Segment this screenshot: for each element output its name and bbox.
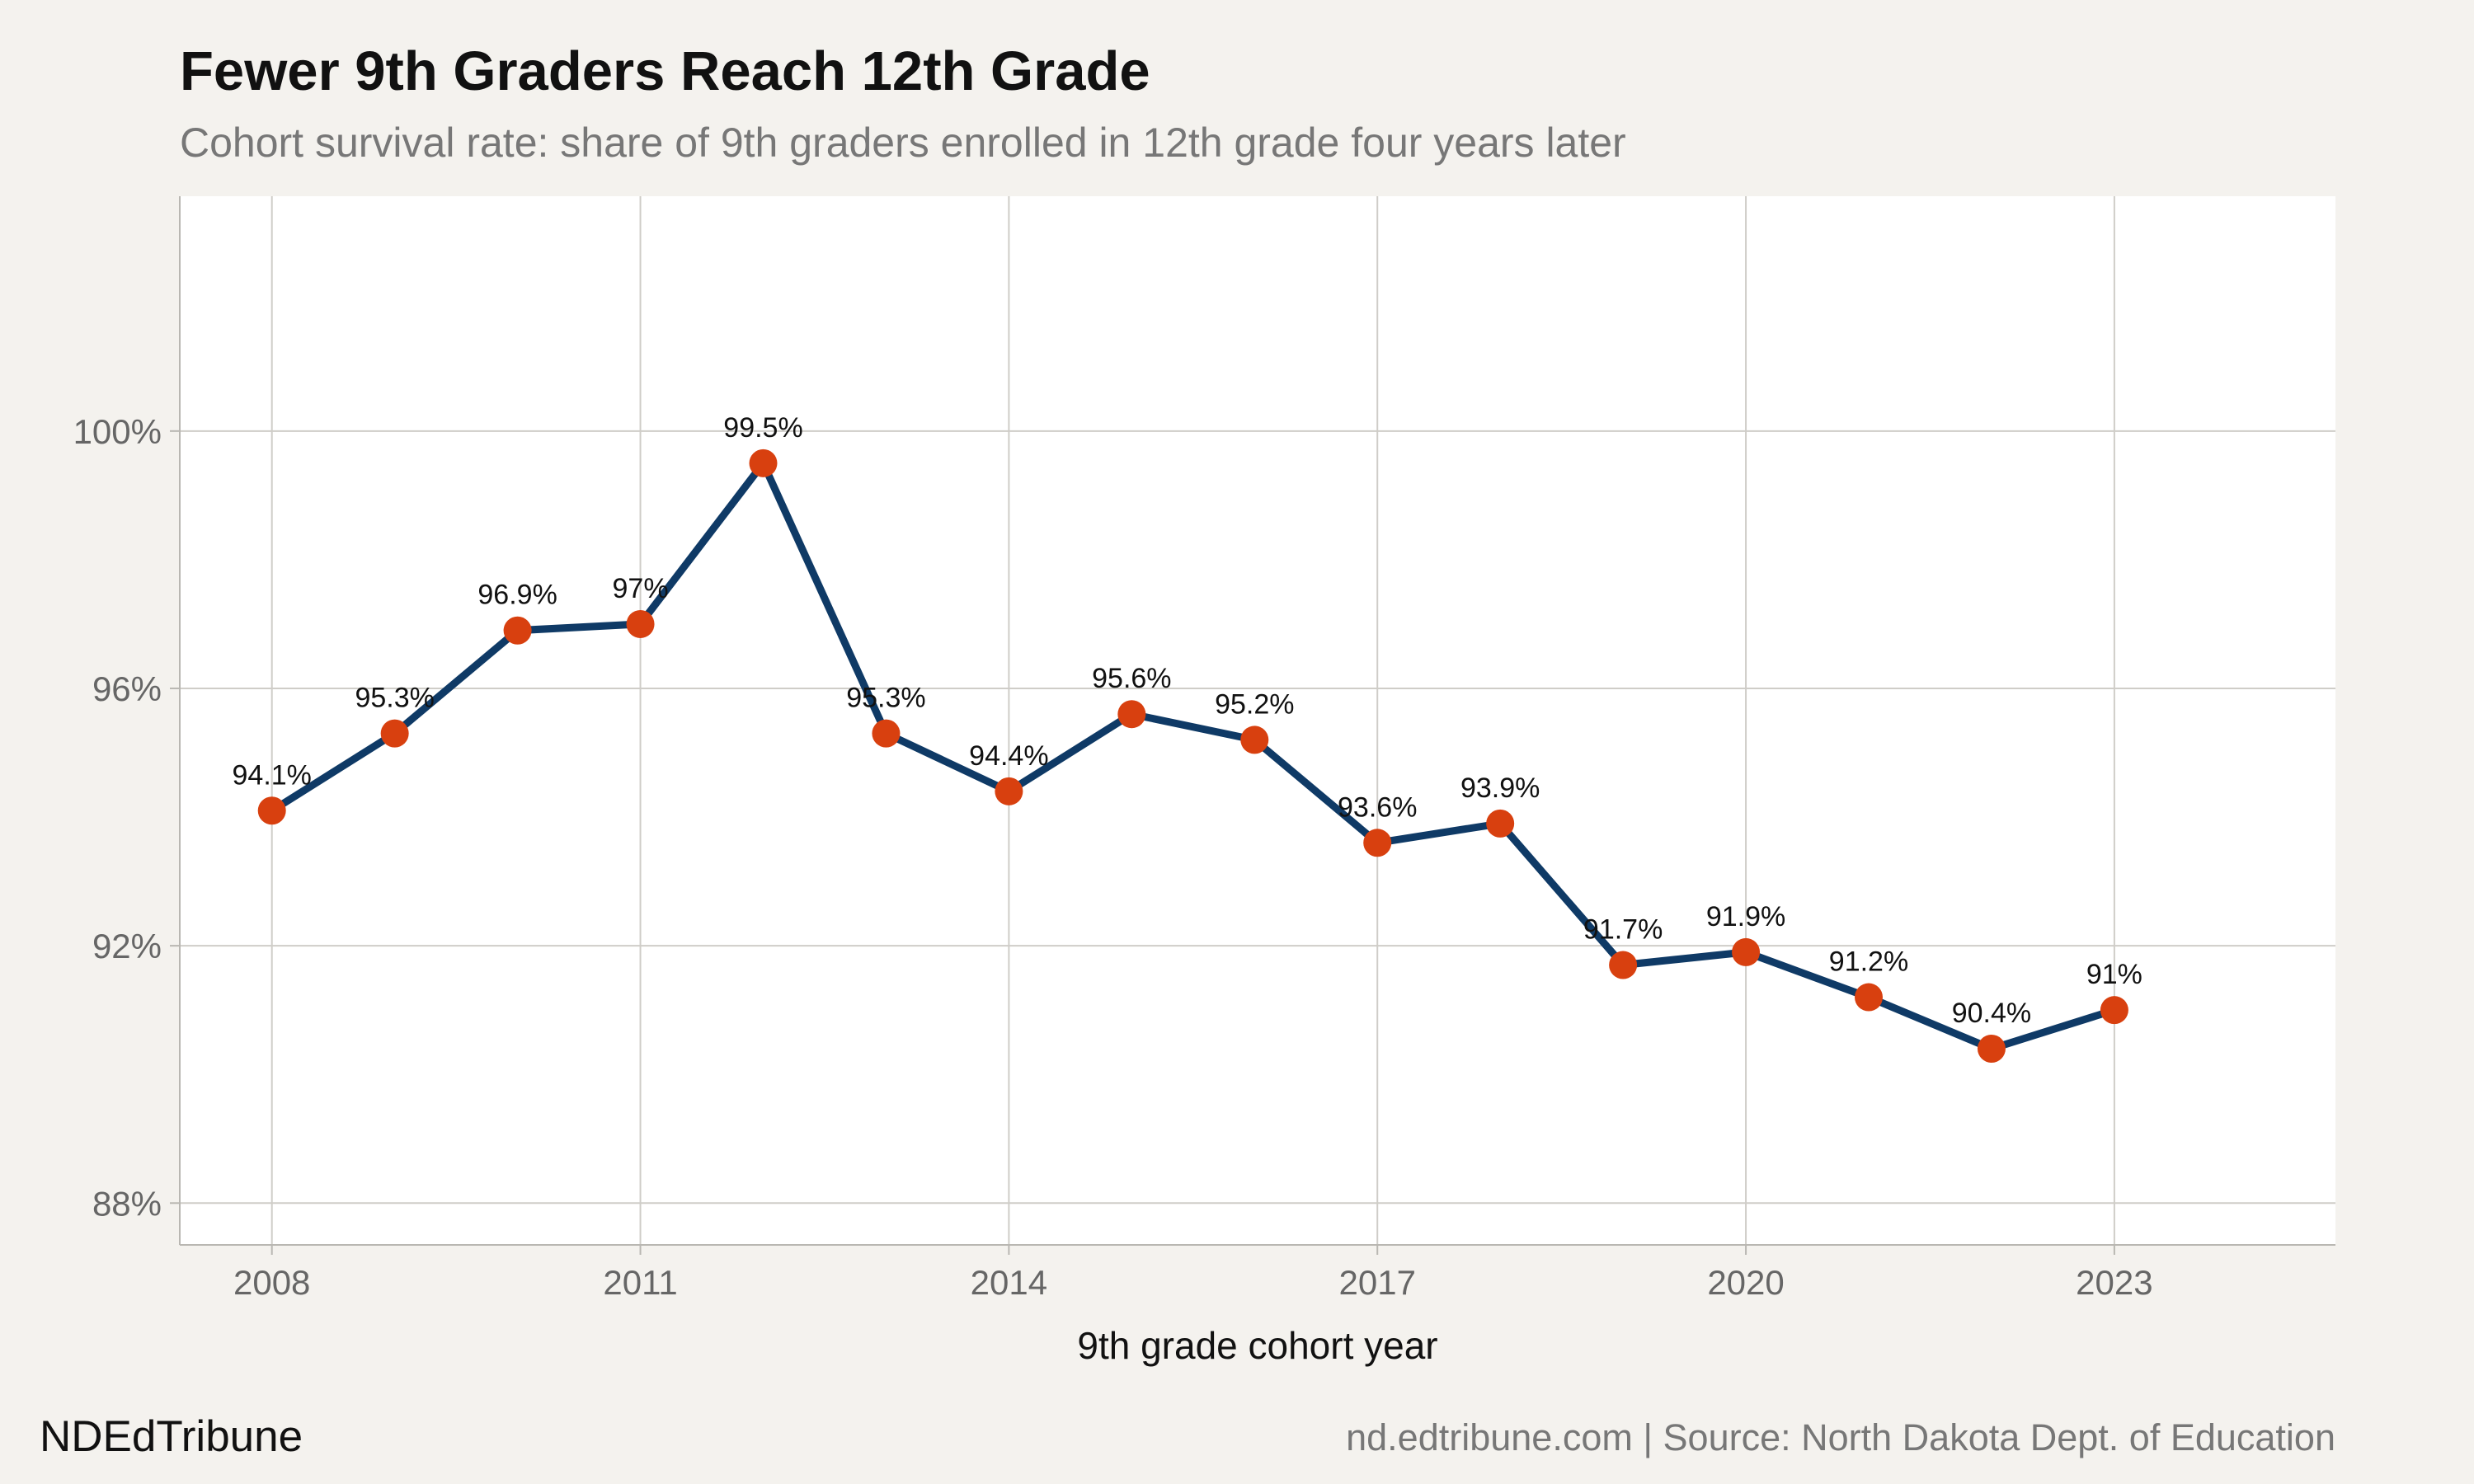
data-point: [1977, 1034, 2006, 1063]
data-point: [749, 448, 778, 477]
data-label: 90.4%: [1952, 998, 2031, 1029]
data-label: 91.2%: [1829, 946, 1908, 978]
y-tick-label: 100%: [73, 412, 162, 451]
series-line: [268, 459, 2119, 1053]
data-label: 93.6%: [1338, 791, 1417, 823]
data-point: [503, 616, 532, 645]
data-label: 97%: [613, 573, 669, 604]
plot-panel: [180, 196, 2335, 1245]
data-label: 94.1%: [233, 759, 312, 791]
data-label: 91.9%: [1706, 901, 1785, 932]
data-label: 95.3%: [355, 683, 434, 714]
x-axis-title: 9th grade cohort year: [1077, 1324, 1437, 1367]
data-point: [2100, 996, 2128, 1025]
data-label: 95.2%: [1215, 688, 1294, 720]
data-label: 91%: [2086, 959, 2142, 990]
x-tick-label: 2014: [971, 1263, 1047, 1302]
data-point: [380, 719, 409, 748]
y-tick-label: 92%: [92, 927, 162, 965]
y-tick-label: 88%: [92, 1184, 162, 1223]
data-point: [872, 719, 901, 748]
data-label: 95.6%: [1092, 663, 1171, 694]
x-tick-label: 2020: [1707, 1263, 1784, 1302]
data-label: 99.5%: [723, 412, 802, 444]
x-tick-label: 2023: [2076, 1263, 2152, 1302]
data-point: [1486, 809, 1515, 838]
data-label: 93.9%: [1460, 773, 1540, 804]
data-label: 96.9%: [477, 580, 557, 611]
data-points: [257, 448, 2128, 1063]
series-polyline: [268, 459, 2119, 1053]
data-point: [1732, 937, 1761, 966]
chart-subtitle: Cohort survival rate: share of 9th grade…: [180, 120, 1626, 166]
data-point: [995, 777, 1023, 805]
data-point: [1855, 983, 1884, 1012]
source-caption: nd.edtribune.com | Source: North Dakota …: [1346, 1416, 2335, 1458]
data-point: [1240, 726, 1269, 754]
data-label: 91.7%: [1583, 914, 1663, 946]
data-point: [1117, 700, 1146, 729]
x-tick-label: 2011: [603, 1263, 677, 1302]
grid-lines: [180, 196, 2335, 1245]
x-axis-ticks: 2008 2011 2014 2017 2020 2023: [233, 1245, 2153, 1302]
data-point: [1609, 951, 1638, 979]
brand-name: NDEdTribune: [40, 1412, 303, 1461]
x-tick-label: 2008: [233, 1263, 310, 1302]
data-point: [626, 609, 655, 638]
x-tick-label: 2017: [1339, 1263, 1416, 1302]
y-tick-label: 96%: [92, 669, 162, 708]
data-label: 95.3%: [846, 683, 925, 714]
data-label: 94.4%: [969, 740, 1048, 772]
data-point: [1363, 829, 1392, 857]
data-labels: 94.1% 95.3% 96.9% 97% 99.5% 95.3% 94.4% 95.6% 95…: [233, 412, 2142, 1029]
chart-title: Fewer 9th Graders Reach 12th Grade: [180, 40, 1150, 102]
data-point: [257, 796, 286, 825]
y-axis-ticks: 88% 92% 96% 100%: [73, 412, 180, 1223]
